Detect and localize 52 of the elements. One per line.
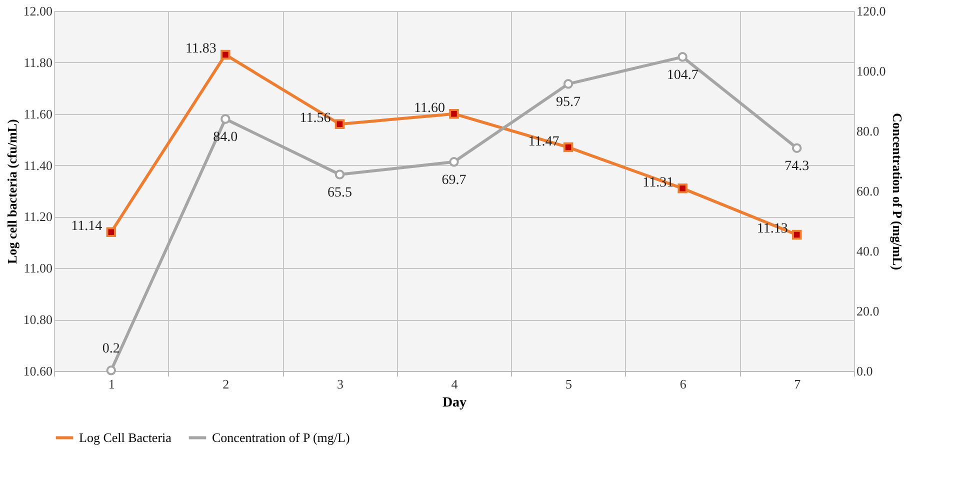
point [678, 184, 688, 194]
point [334, 119, 345, 130]
x-tick-label: 1 [108, 376, 115, 392]
y2-tick-label: 120.0 [856, 4, 886, 18]
y2-axis-title: Concentration of P (mg/mL) [890, 112, 905, 270]
y-tick-label: 10.80 [23, 312, 52, 328]
data-label: 65.5 [327, 186, 352, 200]
point [563, 142, 574, 152]
y2-tick-label: 40.0 [856, 244, 880, 258]
point [449, 108, 459, 119]
data-label: 11.60 [414, 100, 445, 116]
x-tick-label: 5 [566, 376, 572, 392]
y-tick-label: 11.20 [24, 209, 52, 224]
data-label: 95.7 [556, 94, 581, 110]
point [106, 366, 116, 376]
x-tick-label: 7 [794, 376, 802, 392]
y-tick-label: 11.00 [24, 260, 52, 276]
point [334, 170, 345, 180]
point [106, 227, 116, 238]
point [220, 114, 230, 124]
point [678, 52, 688, 62]
point [563, 79, 574, 89]
y-tick-label: 11.60 [24, 106, 52, 122]
y-tick-label: 10.60 [23, 364, 52, 378]
point [220, 50, 230, 60]
y2-tick-label: 20.0 [856, 304, 880, 318]
data-label: 0.2 [102, 341, 120, 356]
point [792, 230, 802, 240]
legend-label: Log Cell Bacteria [79, 430, 172, 445]
data-label: 11.83 [185, 42, 216, 57]
x-tick-label: 3 [336, 376, 344, 392]
y2-tick-label: 0.0 [856, 364, 873, 378]
y-tick-label: 12.00 [23, 4, 52, 18]
x-tick-label: 6 [680, 376, 687, 392]
point [449, 157, 459, 167]
point [792, 143, 802, 153]
y-tick-label: 11.80 [24, 54, 52, 70]
y2-tick-label: 80.0 [856, 124, 880, 138]
x-tick-label: 4 [451, 376, 458, 392]
data-label: 11.56 [300, 111, 331, 126]
data-label: 74.3 [784, 159, 810, 174]
y2-tick-label: 60.0 [856, 184, 880, 198]
data-label: 104.7 [666, 68, 698, 83]
data-label: 11.14 [71, 219, 102, 234]
x-axis-title: Day [442, 396, 467, 410]
y2-tick-label: 100.0 [856, 64, 886, 78]
y-axis-title: Log cell bacteria (cfu/mL) [4, 119, 20, 264]
x-tick-label: 2 [222, 376, 230, 392]
legend-label: Concentration of P (mg/L) [212, 430, 350, 445]
y-tick-label: 11.40 [24, 158, 52, 173]
data-label: 84.0 [213, 130, 238, 145]
data-label: 69.7 [442, 172, 466, 188]
